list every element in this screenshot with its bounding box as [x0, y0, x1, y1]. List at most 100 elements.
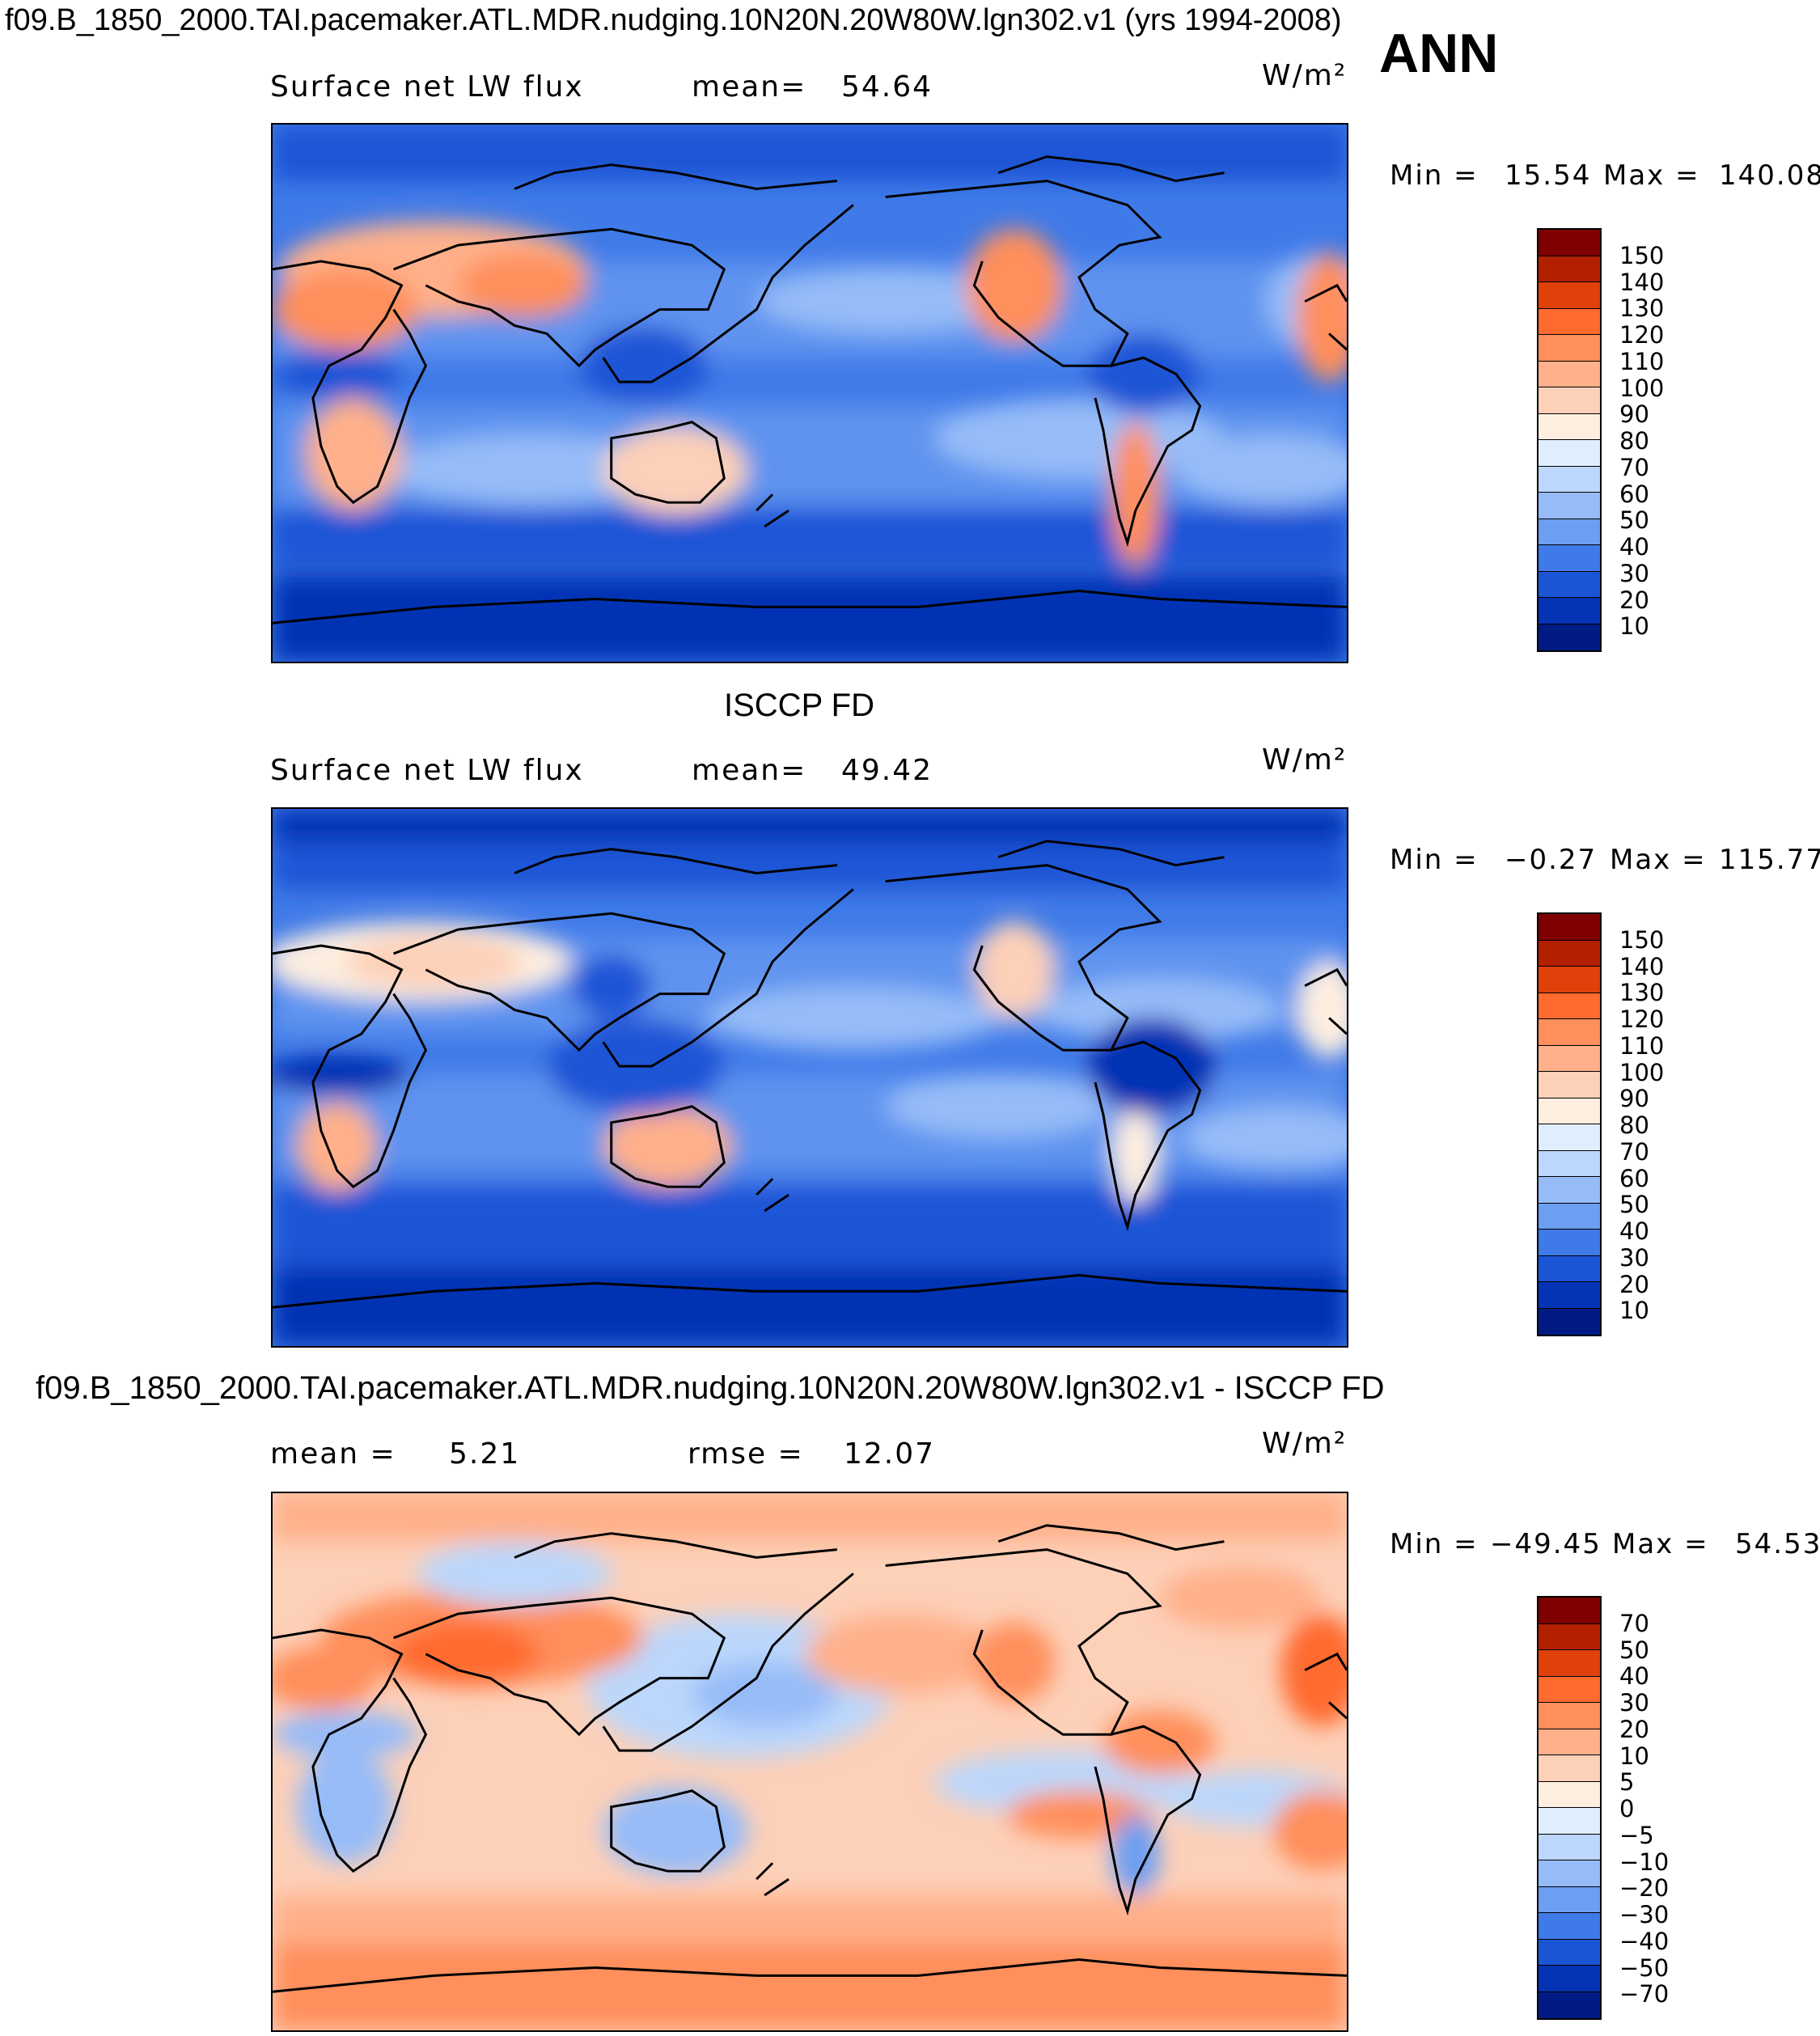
panel1-min-value: 15.54	[1505, 159, 1592, 192]
panel2-colorbar-swatch	[1539, 940, 1600, 967]
panel2-colorbar-swatch	[1539, 1098, 1600, 1124]
panel1-colorbar-swatch	[1539, 571, 1600, 598]
colorbar-tick-label: 10	[1619, 1297, 1649, 1325]
panel2-colorbar-swatch	[1539, 967, 1600, 993]
panel1-colorbar-swatch	[1539, 256, 1600, 282]
panel2-colorbar-swatch	[1539, 1177, 1600, 1204]
panel2-colorbar-swatch	[1539, 1150, 1600, 1177]
panel1-colorbar-swatch	[1539, 308, 1600, 335]
panel3-colorbar-swatch	[1539, 1650, 1600, 1677]
colorbar-tick-label: 120	[1619, 1005, 1665, 1033]
panel2-title: ISCCP FD	[724, 688, 874, 723]
colorbar-tick-label: 70	[1619, 1609, 1649, 1637]
panel3-colorbar-swatch	[1539, 1939, 1600, 1966]
panel3-colorbar-swatch	[1539, 1781, 1600, 1808]
panel3-units: W/m²	[1262, 1427, 1348, 1460]
colorbar-tick-label: 90	[1619, 400, 1649, 429]
colorbar-tick-label: 5	[1619, 1768, 1635, 1797]
panel2-colorbar-swatch	[1539, 1308, 1600, 1335]
panel3-min-label: Min =	[1390, 1528, 1479, 1560]
panel2-mean-label: mean=	[692, 754, 807, 787]
panel3-colorbar-swatch	[1539, 1913, 1600, 1940]
panel1-max-label: Max =	[1603, 159, 1700, 192]
colorbar-tick-label: 130	[1619, 294, 1665, 323]
colorbar-tick-label: 120	[1619, 321, 1665, 349]
colorbar-tick-label: −40	[1619, 1927, 1670, 1955]
colorbar-tick-label: 30	[1619, 1689, 1649, 1716]
panel2-colorbar-swatch	[1539, 914, 1600, 941]
colorbar-tick-label: 140	[1619, 268, 1665, 296]
colorbar-tick-label: 40	[1619, 533, 1649, 561]
panel3-rmse-label: rmse =	[688, 1437, 804, 1471]
panel1-max-value: 140.08	[1719, 159, 1820, 192]
panel3-colorbar-swatch	[1539, 1808, 1600, 1835]
colorbar-tick-label: 50	[1619, 506, 1649, 535]
colorbar-tick-label: 50	[1619, 1191, 1649, 1219]
panel1-colorbar-swatch	[1539, 335, 1600, 362]
panel2-max-value: 115.77	[1719, 844, 1820, 876]
panel3-colorbar-swatch	[1539, 1834, 1600, 1860]
panel1-colorbar-swatch	[1539, 387, 1600, 414]
panel3-colorbar-swatch	[1539, 1729, 1600, 1755]
panel3-map	[271, 1492, 1348, 2032]
panel1-colorbar-swatch	[1539, 230, 1600, 256]
colorbar-tick-label: 100	[1619, 374, 1665, 402]
panel3-min-value: −49.45	[1490, 1528, 1602, 1560]
colorbar-tick-label: 110	[1619, 347, 1665, 375]
colorbar-tick-label: 40	[1619, 1662, 1649, 1691]
panel3-colorbar-swatch	[1539, 1966, 1600, 1992]
panel2-variable: Surface net LW flux	[270, 754, 584, 787]
panel3-colorbar-swatch	[1539, 1886, 1600, 1913]
colorbar-tick-label: 150	[1619, 241, 1665, 269]
panel3-colorbar-swatch	[1539, 1623, 1600, 1650]
colorbar-tick-label: 50	[1619, 1636, 1649, 1664]
panel3-mean-value: 5.21	[449, 1437, 521, 1471]
panel3-rmse-value: 12.07	[844, 1437, 936, 1471]
panel3-colorbar-swatch	[1539, 1755, 1600, 1782]
colorbar-tick-label: 150	[1619, 925, 1665, 954]
panel1-colorbar	[1537, 228, 1602, 652]
panel2-colorbar-swatch	[1539, 1019, 1600, 1046]
panel3-colorbar	[1537, 1596, 1602, 2020]
panel1-variable: Surface net LW flux	[270, 70, 584, 104]
colorbar-tick-label: −70	[1619, 1980, 1670, 2008]
colorbar-tick-label: 40	[1619, 1217, 1649, 1245]
colorbar-tick-label: 10	[1619, 612, 1649, 641]
panel1-colorbar-swatch	[1539, 545, 1600, 572]
panel1-colorbar-swatch	[1539, 440, 1600, 467]
colorbar-tick-label: −10	[1619, 1848, 1670, 1876]
panel1-colorbar-swatch	[1539, 466, 1600, 493]
panel1-colorbar-swatch	[1539, 598, 1600, 624]
panel2-map	[271, 807, 1348, 1348]
colorbar-tick-label: 80	[1619, 427, 1649, 455]
panel1-units: W/m²	[1262, 59, 1348, 92]
panel2-max-label: Max =	[1610, 844, 1707, 876]
panel1-min-label: Min =	[1390, 159, 1479, 192]
panel3-colorbar-swatch	[1539, 1676, 1600, 1703]
panel2-colorbar-swatch	[1539, 1282, 1600, 1309]
colorbar-tick-label: 60	[1619, 1164, 1649, 1192]
panel2-colorbar-swatch	[1539, 1124, 1600, 1151]
panel1-mean-label: mean=	[692, 70, 807, 104]
panel2-colorbar-swatch	[1539, 1255, 1600, 1282]
panel2-min-label: Min =	[1390, 844, 1479, 876]
panel1-colorbar-swatch	[1539, 361, 1600, 387]
colorbar-tick-label: −20	[1619, 1874, 1670, 1903]
panel3-colorbar-swatch	[1539, 1992, 1600, 2018]
colorbar-tick-label: 70	[1619, 453, 1649, 481]
colorbar-tick-label: 30	[1619, 559, 1649, 587]
panel1-map	[271, 123, 1348, 663]
colorbar-tick-label: −30	[1619, 1901, 1670, 1928]
panel3-colorbar-swatch	[1539, 1598, 1600, 1624]
panel2-colorbar	[1537, 912, 1602, 1336]
season-label: ANN	[1379, 23, 1499, 84]
panel3-title: f09.B_1850_2000.TAI.pacemaker.ATL.MDR.nu…	[36, 1370, 1385, 1406]
colorbar-tick-label: 0	[1619, 1795, 1635, 1822]
colorbar-tick-label: 20	[1619, 1715, 1649, 1743]
panel2-units: W/m²	[1262, 743, 1348, 777]
panel1-colorbar-swatch	[1539, 624, 1600, 650]
panel2-colorbar-swatch	[1539, 1203, 1600, 1230]
panel1-colorbar-swatch	[1539, 493, 1600, 519]
panel2-colorbar-swatch	[1539, 993, 1600, 1019]
colorbar-tick-label: 70	[1619, 1137, 1649, 1166]
